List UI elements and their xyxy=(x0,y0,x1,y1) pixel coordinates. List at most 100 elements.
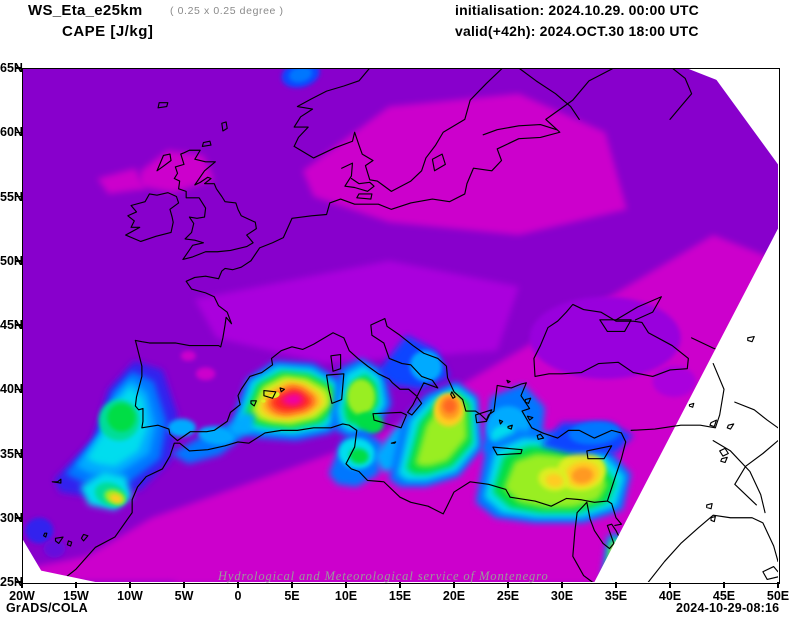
x-axis-tick-label: 15W xyxy=(63,589,89,603)
y-axis-tick-label: 35N xyxy=(0,446,23,461)
cape-contour-blob xyxy=(180,350,196,361)
x-axis-tick-label: 5W xyxy=(174,589,194,603)
coastline-path xyxy=(341,162,375,192)
coastline-path xyxy=(157,102,169,109)
cape-contour-region xyxy=(281,393,303,406)
cape-contour-blob xyxy=(652,366,696,397)
cape-contour-blob xyxy=(349,448,369,464)
x-axis-tick xyxy=(129,582,131,588)
coastline-path xyxy=(51,478,62,484)
chart-header: WS_Eta_e25km ( 0.25 x 0.25 degree ) CAPE… xyxy=(0,0,800,56)
coastline-path xyxy=(134,68,615,348)
y-axis-tick xyxy=(16,517,22,519)
x-axis-tick xyxy=(237,582,239,588)
coastline-path xyxy=(201,140,212,147)
coastline-path xyxy=(572,501,593,582)
x-axis-tick xyxy=(507,582,509,588)
cape-contour-region xyxy=(97,168,146,194)
watermark-text: Hydrological and Meteorological service … xyxy=(218,569,549,583)
initialisation-label: initialisation: 2024.10.29. 00:00 UTC xyxy=(455,2,699,18)
coastline-path xyxy=(533,303,689,377)
y-axis-tick xyxy=(16,195,22,198)
y-axis-tick-label: 60N xyxy=(0,125,23,140)
coastline-path xyxy=(431,153,446,172)
coastline-path xyxy=(498,419,504,425)
coastline-path xyxy=(66,540,73,547)
coastline-path xyxy=(54,536,64,545)
y-axis-tick xyxy=(16,324,22,326)
cape-contour-region xyxy=(410,119,606,210)
cape-field-svg xyxy=(22,68,778,582)
map-plot-area xyxy=(22,68,778,582)
cape-contour-blob xyxy=(167,418,196,437)
cape-contour-blob xyxy=(107,403,136,432)
coastline-path xyxy=(734,401,778,429)
valid-time-label: valid(+42h): 2024.OCT.30 18:00 UTC xyxy=(455,23,699,39)
x-axis-tick-label: 15E xyxy=(388,589,412,603)
y-axis-tick-label: 25N xyxy=(0,575,23,589)
cape-contour-blob xyxy=(443,398,457,414)
x-axis-tick xyxy=(723,582,725,588)
coastline-path xyxy=(325,373,345,404)
model-domain-nodata xyxy=(594,68,778,582)
coastline-path xyxy=(507,424,513,430)
x-axis-tick xyxy=(669,582,671,588)
y-axis-tick xyxy=(16,452,22,455)
coastline-path xyxy=(762,566,778,581)
coastline-path xyxy=(726,423,735,430)
coastline-path xyxy=(606,500,622,527)
coastline-path xyxy=(506,379,511,384)
x-axis-tick-label: 10W xyxy=(117,589,143,603)
coastline-path xyxy=(156,153,172,172)
model-domain-nodata xyxy=(22,566,96,582)
coastline-path xyxy=(279,387,286,393)
generation-timestamp: 2024-10-29-08:16 xyxy=(676,601,780,615)
y-axis-tick-label: 40N xyxy=(0,382,23,397)
x-axis-tick-label: 20E xyxy=(442,589,466,603)
x-axis-tick xyxy=(561,582,563,588)
cape-contour-blob xyxy=(242,317,277,343)
coastline-path xyxy=(475,409,493,424)
cape-contour-blob xyxy=(529,296,681,379)
model-domain-nodata xyxy=(686,68,778,104)
x-axis-tick xyxy=(21,582,23,588)
cape-heatmap xyxy=(22,68,778,582)
coastline-path xyxy=(647,514,778,582)
x-axis-tick xyxy=(75,582,77,588)
coastline-path xyxy=(482,123,558,136)
x-axis-tick-label: 50E xyxy=(766,589,790,603)
cape-contour-blob xyxy=(198,426,235,445)
x-axis-tick-label: 45E xyxy=(712,589,736,603)
cape-contour-blob xyxy=(347,378,376,415)
y-axis-tick-label: 65N xyxy=(0,61,23,75)
cape-contour-blob xyxy=(568,421,621,445)
cape-contour-blob xyxy=(109,494,123,503)
x-axis-tick-label: 10E xyxy=(334,589,358,603)
coastline-path xyxy=(80,533,89,542)
cape-contour-blob xyxy=(571,467,594,484)
x-axis-tick-label: 30E xyxy=(550,589,574,603)
cape-contour-blob xyxy=(545,473,564,487)
x-axis-tick-label: 0 xyxy=(234,589,242,603)
model-name-label: WS_Eta_e25km xyxy=(28,2,143,19)
cape-contour-blob xyxy=(409,350,442,382)
x-axis-tick-label: 40E xyxy=(658,589,682,603)
y-axis-tick xyxy=(16,67,22,69)
coastline-path xyxy=(734,440,778,506)
grads-credit-label: GrADS/COLA xyxy=(6,601,88,615)
coastline-path xyxy=(518,68,580,120)
coastline-path xyxy=(688,402,695,408)
x-axis-tick-label: 5E xyxy=(284,589,300,603)
coastline-path xyxy=(599,319,632,332)
model-resolution-label: ( 0.25 x 0.25 degree ) xyxy=(170,5,284,17)
coastline-path xyxy=(586,445,613,460)
x-axis-tick-label: 25E xyxy=(496,589,520,603)
x-axis-tick xyxy=(183,582,185,588)
x-axis-tick xyxy=(399,582,401,588)
cape-contour-blob xyxy=(261,399,266,403)
cape-contour-blob xyxy=(25,517,54,544)
coastline-path xyxy=(173,149,257,261)
coastline-path xyxy=(710,515,716,523)
x-axis-tick xyxy=(291,582,293,588)
